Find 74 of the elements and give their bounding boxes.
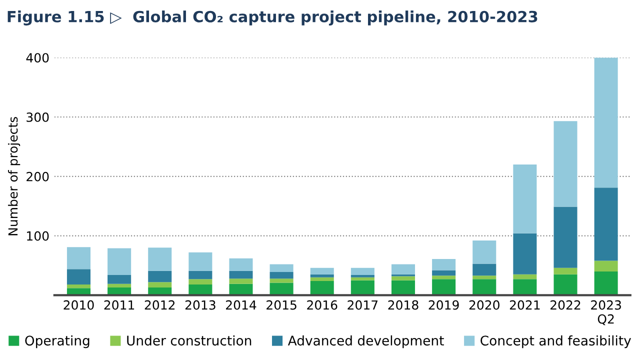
bar xyxy=(350,280,374,296)
bar xyxy=(310,268,334,274)
bar xyxy=(270,264,294,272)
x-tick-label: 2018 xyxy=(388,300,418,310)
bar xyxy=(554,206,578,268)
bar xyxy=(554,268,578,274)
bar xyxy=(594,260,618,272)
bar xyxy=(310,280,334,296)
bar xyxy=(66,269,90,285)
x-tick-label: 2022 xyxy=(550,300,580,310)
legend-label: Under construction xyxy=(127,335,252,346)
bar xyxy=(270,278,294,283)
legend-label: Advanced development xyxy=(288,335,444,348)
bar xyxy=(554,121,578,207)
y-tick-label: 300 xyxy=(26,112,49,122)
bar xyxy=(148,270,172,282)
bar xyxy=(432,270,456,276)
y-tick-label: 200 xyxy=(26,172,49,182)
bar xyxy=(229,278,253,284)
bar xyxy=(66,247,90,270)
bar xyxy=(270,282,294,296)
x-tick-label: 2010 xyxy=(64,300,94,310)
x-tick-label: 2019 xyxy=(428,300,459,310)
x-tick-label: 2023 Q2 xyxy=(591,300,621,326)
y-axis-title: Number of projects xyxy=(8,116,20,236)
x-tick-label: 2014 xyxy=(226,300,256,310)
bar xyxy=(391,264,416,274)
bar xyxy=(188,270,212,280)
bar xyxy=(513,164,537,234)
bar xyxy=(432,279,456,296)
bar xyxy=(391,276,416,280)
bar xyxy=(229,270,253,279)
bar xyxy=(229,258,253,271)
legend-label: Operating xyxy=(25,335,90,348)
bar xyxy=(66,284,90,288)
chart-title: Figure 1.15 ▷ Global CO₂ capture project pipeline, 2010-2023 xyxy=(8,10,538,26)
bar xyxy=(594,271,618,296)
bar xyxy=(108,248,132,276)
bar xyxy=(188,252,212,271)
bar xyxy=(594,188,618,261)
x-tick-label: 2020 xyxy=(469,300,500,310)
x-tick-label: 2013 xyxy=(185,300,216,310)
bar xyxy=(472,240,496,264)
bar xyxy=(513,274,537,280)
y-tick-label: 400 xyxy=(26,53,49,63)
bar xyxy=(432,276,456,280)
legend-label: Concept and feasibility xyxy=(480,335,632,348)
x-tick-label: 2021 xyxy=(510,300,540,310)
bar xyxy=(270,272,294,279)
bar xyxy=(310,274,334,278)
bar xyxy=(148,248,172,271)
x-tick-label: 2016 xyxy=(307,300,338,310)
y-tick-label: 100 xyxy=(27,231,49,241)
bar xyxy=(513,279,537,296)
x-tick-label: 2011 xyxy=(104,300,134,310)
x-tick-label: 2012 xyxy=(144,300,175,310)
bar xyxy=(108,284,132,288)
bar xyxy=(108,275,132,284)
bar xyxy=(472,276,496,280)
bar xyxy=(350,277,374,280)
x-tick-label: 2017 xyxy=(348,300,378,310)
bar xyxy=(148,282,172,288)
bar xyxy=(554,274,578,296)
bar xyxy=(391,280,416,296)
bar xyxy=(472,279,496,296)
bar xyxy=(229,284,253,296)
bar xyxy=(310,277,334,281)
bar xyxy=(513,233,537,274)
bar xyxy=(594,58,618,188)
x-tick-label: 2015 xyxy=(266,300,296,310)
bar xyxy=(432,258,456,270)
bar xyxy=(350,268,374,276)
bar xyxy=(472,264,496,276)
bar xyxy=(188,279,212,285)
